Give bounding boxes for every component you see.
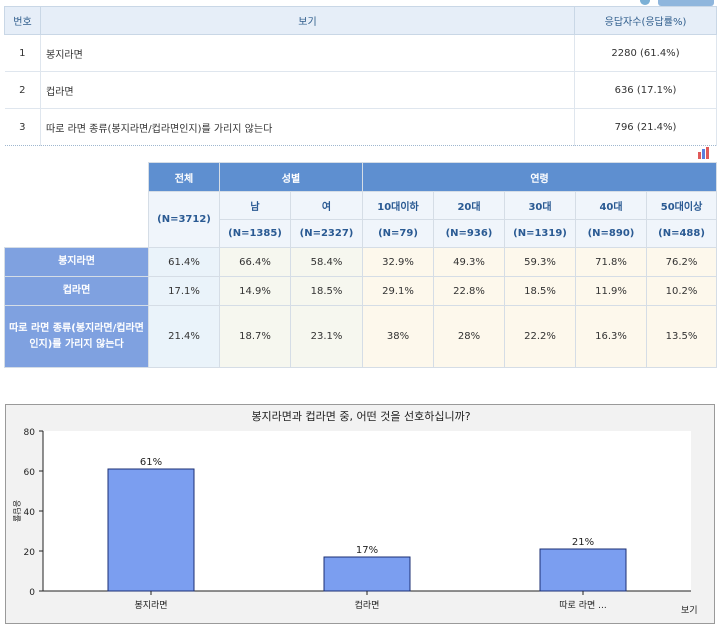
data-label: 17%	[356, 545, 378, 556]
y-tick-label: 60	[24, 468, 36, 478]
column-label: 50대이상	[645, 191, 718, 220]
bar	[323, 556, 411, 592]
total-n: (N=3712)	[148, 191, 220, 248]
group-header-total: 전체	[148, 162, 220, 192]
option-text: 컵라면	[40, 71, 575, 109]
column-n: (N=936)	[433, 219, 505, 248]
option-text: 따로 라면 종류(봉지라면/컵라면인지)를 가리지 않는다	[40, 108, 575, 146]
cell-value: 22.2%	[504, 305, 576, 368]
column-label: 여	[290, 191, 363, 220]
row-label: 봉지라면	[4, 247, 149, 277]
y-tick-label: 0	[29, 588, 35, 598]
column-label: 남	[219, 191, 291, 220]
cell-value: 10.2%	[645, 276, 718, 306]
option-text: 봉지라면	[40, 34, 575, 72]
bar-chart-panel: 봉지라면과 컵라면 중, 어떤 것을 선호하십니까? 0 20 40 60 80 응답률 61…	[5, 404, 715, 624]
table-row: 컵라면 17.1% 14.9% 18.5% 29.1% 22.8% 18.5% …	[4, 276, 718, 306]
help-icon[interactable]	[640, 0, 650, 5]
cell-value: 32.9%	[362, 247, 434, 277]
data-label: 61%	[140, 457, 162, 468]
option-number: 1	[4, 34, 41, 72]
y-axis-label: 응답률	[12, 500, 22, 522]
x-tick-label: 컵라면	[355, 599, 380, 611]
options-table: 번호 보기 응답자수(응답률%) 1 봉지라면 2280 (61.4%) 2 컵…	[4, 6, 717, 146]
header-number: 번호	[4, 6, 41, 35]
cell-value: 18.7%	[219, 305, 291, 368]
column-label: 10대이하	[362, 191, 434, 220]
header-option: 보기	[40, 6, 575, 35]
column-label: 40대	[575, 191, 647, 220]
column-label: 20대	[433, 191, 505, 220]
group-header-age: 연령	[361, 162, 718, 192]
column-label: 30대	[504, 191, 576, 220]
x-tick-label: 봉지라면	[134, 600, 167, 611]
table-row: 3 따로 라면 종류(봉지라면/컵라면인지)를 가리지 않는다 796 (21.…	[4, 108, 717, 146]
cell-value: 58.4%	[290, 247, 363, 277]
cell-value: 29.1%	[362, 276, 434, 306]
action-button[interactable]	[658, 0, 714, 6]
column-n: (N=488)	[645, 219, 718, 248]
table-row: 1 봉지라면 2280 (61.4%)	[4, 34, 717, 72]
cell-value: 22.8%	[433, 276, 505, 306]
option-responses: 2280 (61.4%)	[574, 34, 717, 72]
data-label: 21%	[572, 537, 594, 548]
table-row: 따로 라면 종류(봉지라면/컵라면인지)를 가리지 않는다 21.4% 18.7…	[4, 305, 718, 368]
cell-value: 18.5%	[290, 276, 363, 306]
cell-value: 66.4%	[219, 247, 291, 277]
cell-value: 21.4%	[148, 305, 220, 368]
options-header-row: 번호 보기 응답자수(응답률%)	[4, 6, 717, 35]
cell-value: 16.3%	[575, 305, 647, 368]
cell-value: 14.9%	[219, 276, 291, 306]
cell-value: 61.4%	[148, 247, 220, 277]
bar	[539, 548, 627, 592]
option-number: 3	[4, 108, 41, 146]
cell-value: 28%	[433, 305, 505, 368]
bar-chart-icon[interactable]	[697, 147, 711, 159]
y-tick-label: 80	[24, 428, 36, 438]
cell-value: 59.3%	[504, 247, 576, 277]
table-row: 2 컵라면 636 (17.1%)	[4, 71, 717, 109]
cross-table: 전체 성별 연령 (N=3712) 남 여 10대이하 20대 30대 40대 …	[4, 162, 718, 368]
y-tick-label: 20	[24, 548, 36, 558]
chart-title: 봉지라면과 컵라면 중, 어떤 것을 선호하십니까?	[251, 409, 470, 423]
column-n: (N=1319)	[504, 219, 576, 248]
option-responses: 796 (21.4%)	[574, 108, 717, 146]
table-row: 봉지라면 61.4% 66.4% 58.4% 32.9% 49.3% 59.3%…	[4, 247, 718, 277]
x-axis-label: 보기	[681, 605, 698, 616]
cell-value: 17.1%	[148, 276, 220, 306]
group-header-gender: 성별	[219, 162, 363, 192]
cell-value: 38%	[362, 305, 434, 368]
column-n: (N=79)	[362, 219, 434, 248]
cell-value: 71.8%	[575, 247, 647, 277]
corner-blank	[4, 162, 149, 248]
cell-value: 23.1%	[290, 305, 363, 368]
cell-value: 76.2%	[645, 247, 718, 277]
cell-value: 18.5%	[504, 276, 576, 306]
row-label: 따로 라면 종류(봉지라면/컵라면인지)를 가리지 않는다	[4, 305, 149, 368]
cell-value: 11.9%	[575, 276, 647, 306]
column-n: (N=890)	[575, 219, 647, 248]
option-number: 2	[4, 71, 41, 109]
top-toolbar	[640, 0, 714, 6]
option-responses: 636 (17.1%)	[574, 71, 717, 109]
x-tick-label: 따로 라면 ...	[559, 600, 606, 611]
header-responses: 응답자수(응답률%)	[574, 6, 717, 35]
bar	[107, 468, 195, 592]
row-label: 컵라면	[4, 276, 149, 306]
bar-chart: 봉지라면과 컵라면 중, 어떤 것을 선호하십니까? 0 20 40 60 80 응답률 61…	[12, 409, 698, 616]
cell-value: 49.3%	[433, 247, 505, 277]
column-n: (N=1385)	[219, 219, 291, 248]
y-tick-label: 40	[24, 508, 36, 518]
column-n: (N=2327)	[290, 219, 363, 248]
cell-value: 13.5%	[645, 305, 718, 368]
